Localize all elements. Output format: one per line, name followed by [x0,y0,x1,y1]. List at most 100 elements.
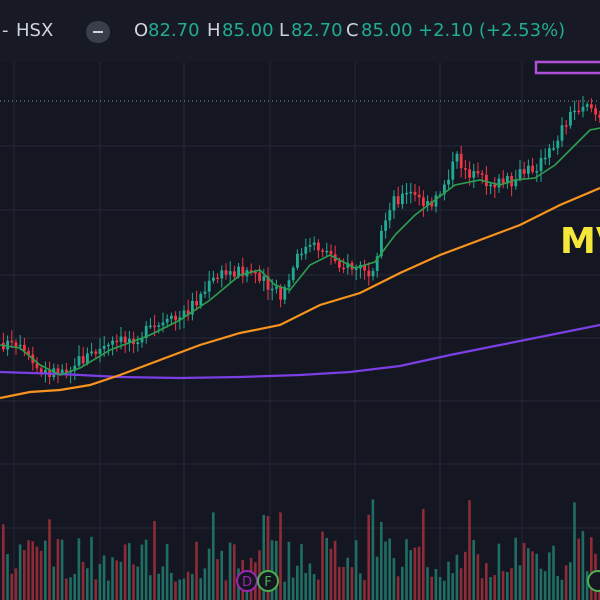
ma-short-line [0,127,600,376]
volume-bar [388,538,391,600]
volume-bar [464,551,467,600]
volume-bar [459,568,463,600]
volume-bar [52,566,55,600]
candle-body [144,325,148,338]
candle-body [363,264,366,271]
volume-bar [476,554,480,600]
volume-bar [535,553,538,600]
candle-body [149,325,152,328]
volume-bar [31,541,34,600]
volume-pane [2,499,600,600]
volume-bar [14,568,18,600]
volume-bar [405,539,408,600]
volume-bar [39,550,43,600]
volume-bar [266,516,270,600]
candle-body [392,196,396,211]
candle-body [506,175,509,184]
candle-body [77,356,81,366]
candle-body [346,262,350,268]
candle-body [468,169,471,178]
candle-body [304,246,308,254]
candle-body [472,171,476,178]
volume-bar [333,540,337,600]
candle-body [212,277,215,281]
volume-bar [287,541,291,600]
volume-bar [2,524,5,600]
volume-bar [132,564,135,600]
collapse-legend-button[interactable] [86,21,110,43]
volume-bar [501,571,505,600]
change-value: +2.10 (+2.53%) [418,20,566,41]
volume-bar [98,563,102,600]
candle-body [342,267,345,270]
candle-body [35,363,39,369]
volume-bar [522,542,526,600]
volume-bar [23,550,26,600]
candle-body [434,195,438,207]
open-label: O [134,20,149,41]
candle-body [405,192,408,195]
volume-bar [560,579,564,600]
volume-bar [489,577,492,600]
candle-body [447,179,450,185]
volume-bar [157,573,160,600]
volume-bar [195,541,198,600]
volume-bar [186,571,190,600]
mv-annotation: MV [560,221,600,262]
volume-bar [426,567,429,600]
candle-body [401,193,404,205]
low-value: 82.70 [291,20,343,41]
volume-bar [102,555,106,600]
volume-bar [212,512,215,600]
candle-body [140,337,144,343]
candle-body [459,153,463,169]
candle-body [228,271,232,275]
volume-bar [275,540,278,600]
volume-bar [6,554,9,600]
volume-bar [472,539,475,600]
candle-body [203,291,207,294]
legend-bar: - HSX O 82.70 H 85.00 L 82.70 C 85.00 +2… [0,0,600,62]
volume-bar [123,544,127,600]
volume-bar [346,557,349,600]
candle-body [426,201,429,206]
volume-bar [27,540,30,600]
candle-body [191,300,194,315]
volume-bar [149,575,152,600]
volume-bar [367,514,370,600]
volume-bar [153,521,156,600]
volume-bar [128,543,131,600]
candle-body [476,171,480,174]
volume-bar [18,544,22,600]
candle-body [94,351,98,354]
volume-bar [354,540,358,600]
candle-body [178,317,182,320]
volume-bar [115,560,118,600]
volume-bar [569,562,572,600]
candle-body [270,288,274,291]
candle-body [56,368,60,373]
candle-body [98,348,102,354]
volume-bar [73,573,76,600]
volume-bar [581,531,585,600]
candle-body [317,242,320,251]
candle-body [207,280,211,292]
candle-body [249,270,253,273]
volume-bar [10,573,13,600]
candle-body [224,270,228,275]
volume-bar [518,565,522,600]
candle-body [237,266,240,277]
volume-bar [506,572,509,600]
open-value: 82.70 [148,20,200,41]
volume-bar [56,538,60,600]
candle-body [170,315,173,319]
volume-bar [291,577,295,600]
candle-body [73,365,77,371]
volume-bar [451,573,454,600]
exchange-label[interactable]: HSX [16,20,54,41]
candle-body [128,338,131,343]
volume-bar [375,556,379,600]
candle-body [161,322,165,326]
volume-bar [543,571,547,600]
